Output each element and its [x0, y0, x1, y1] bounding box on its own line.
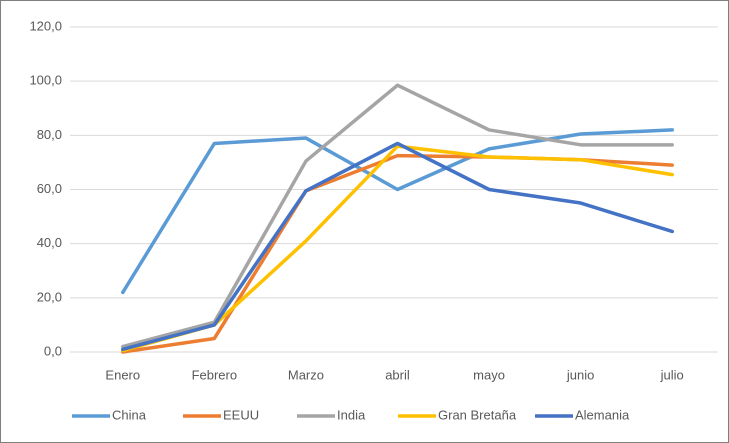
- y-tick-label: 60,0: [37, 181, 62, 196]
- series-line: [121, 141, 674, 352]
- x-tick-label: junio: [566, 367, 594, 382]
- legend-label: Gran Bretaña: [438, 407, 517, 422]
- legend-label: China: [112, 407, 147, 422]
- y-tick-label: 20,0: [37, 289, 62, 304]
- y-tick-label: 80,0: [37, 127, 62, 142]
- y-tick-label: 0,0: [44, 343, 62, 358]
- y-tick-label: 100,0: [29, 73, 62, 88]
- series-line: [121, 128, 674, 295]
- legend-label: Alemania: [575, 407, 630, 422]
- x-tick-label: Marzo: [288, 367, 324, 382]
- x-tick-label: Enero: [105, 367, 140, 382]
- legend-label: EEUU: [223, 407, 259, 422]
- x-tick-label: abril: [385, 367, 410, 382]
- y-tick-label: 120,0: [29, 18, 62, 33]
- x-tick-label: Febrero: [192, 367, 238, 382]
- y-tick-label: 40,0: [37, 235, 62, 250]
- x-tick-label: julio: [660, 367, 684, 382]
- x-tick-label: mayo: [473, 367, 505, 382]
- legend-label: India: [337, 407, 366, 422]
